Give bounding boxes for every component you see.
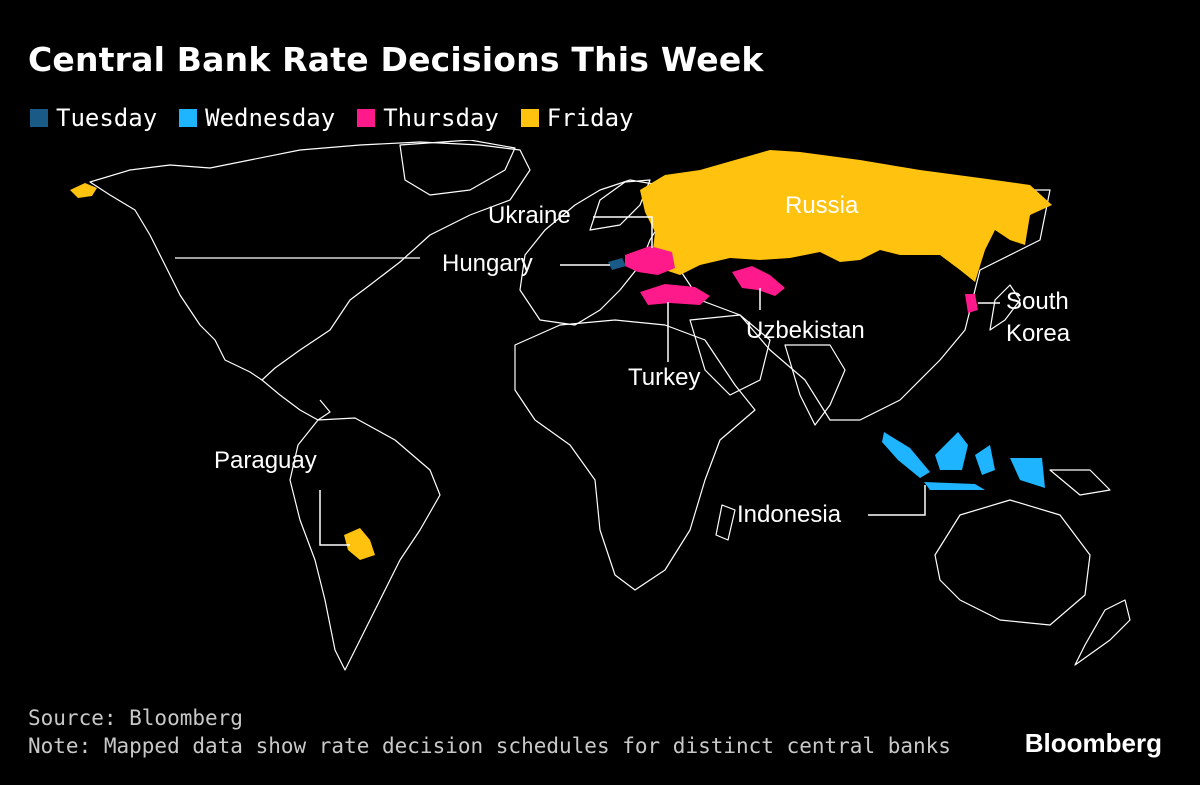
ukraine-leader xyxy=(593,216,653,248)
russia-shape xyxy=(640,150,1052,282)
legend-swatch-friday xyxy=(520,109,539,127)
south-america-outline xyxy=(289,417,441,671)
north-america-outline xyxy=(89,141,531,381)
borneo-shape xyxy=(935,432,968,470)
legend-item-tuesday: Tuesday xyxy=(30,104,157,132)
label-south-korea-line1: South xyxy=(1006,288,1069,315)
sulawesi-shape xyxy=(975,445,995,475)
sumatra-shape xyxy=(882,432,930,478)
greenland-outline xyxy=(399,140,516,196)
paraguay-leader xyxy=(319,490,350,546)
turkey-shape xyxy=(640,284,710,305)
alaska-shape xyxy=(70,183,97,198)
madagascar-outline xyxy=(715,504,736,541)
label-ukraine: Ukraine xyxy=(488,202,571,229)
asia-outline xyxy=(659,189,1051,421)
legend-item-friday: Friday xyxy=(520,104,634,132)
java-shape xyxy=(924,482,985,490)
scandinavia-outline xyxy=(589,179,651,231)
legend-item-thursday: Thursday xyxy=(357,104,499,132)
legend-label-wednesday: Wednesday xyxy=(205,104,336,132)
country-labels: Russia Ukraine Hungary Uzbekistan Turkey… xyxy=(214,192,1071,528)
highlighted-countries xyxy=(70,150,1052,560)
label-paraguay: Paraguay xyxy=(214,447,317,474)
south-korea-shape xyxy=(965,294,978,313)
legend-label-friday: Friday xyxy=(546,104,634,132)
world-map: Russia Ukraine Hungary Uzbekistan Turkey… xyxy=(70,140,1131,671)
legend-label-thursday: Thursday xyxy=(383,104,499,132)
label-russia: Russia xyxy=(785,192,859,219)
brand-logo: Bloomberg xyxy=(1024,728,1162,758)
chart-title: Central Bank Rate Decisions This Week xyxy=(28,40,764,79)
footnote: Note: Mapped data show rate decision sch… xyxy=(28,734,951,758)
legend-label-tuesday: Tuesday xyxy=(56,104,158,132)
new-zealand-outline xyxy=(1074,599,1131,666)
leader-lines xyxy=(319,216,1000,546)
central-america-outline xyxy=(261,379,331,421)
label-south-korea-line2: Korea xyxy=(1006,320,1071,347)
legend: Tuesday Wednesday Thursday Friday xyxy=(30,104,634,132)
legend-swatch-wednesday xyxy=(179,109,198,127)
legend-item-wednesday: Wednesday xyxy=(179,104,335,132)
label-hungary: Hungary xyxy=(442,250,533,277)
label-turkey: Turkey xyxy=(628,364,700,391)
ukraine-shape xyxy=(625,246,675,275)
uzbekistan-shape xyxy=(732,266,785,296)
papua-outline xyxy=(1049,469,1111,496)
paraguay-shape xyxy=(344,528,375,560)
indonesia-shapes xyxy=(882,432,1045,490)
label-indonesia: Indonesia xyxy=(737,501,842,528)
source-note: Source: Bloomberg xyxy=(28,706,243,730)
legend-swatch-tuesday xyxy=(30,109,48,127)
papua-indonesia-shape xyxy=(1010,458,1045,488)
label-uzbekistan: Uzbekistan xyxy=(746,317,865,344)
india-outline xyxy=(784,344,846,426)
legend-swatch-thursday xyxy=(357,109,376,127)
africa-outline xyxy=(514,319,756,591)
hungary-shape xyxy=(608,258,626,270)
japan-outline xyxy=(989,284,1021,331)
indonesia-leader xyxy=(868,485,926,516)
australia-outline xyxy=(934,499,1091,626)
